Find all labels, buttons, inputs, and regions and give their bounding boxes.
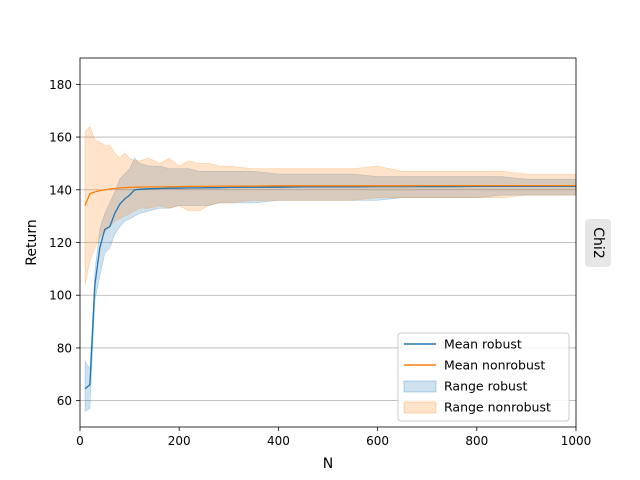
x-tick-label: 800 [465,434,488,448]
y-tick-label: 100 [49,289,72,303]
x-tick-label: 400 [267,434,290,448]
grid-lines [80,83,576,402]
facet-strip: Chi2 [585,219,611,267]
legend-band-swatch [403,380,437,393]
legend-band-swatch [403,401,437,414]
legend: Mean robust Mean nonrobust Range robust Ran… [397,332,570,422]
y-tick-label: 180 [49,78,72,92]
mean-nonrobust-line [84,184,576,206]
legend-label: Mean nonrobust [444,358,545,373]
legend-label: Mean robust [444,337,522,352]
facet-strip-label: Chi2 [590,227,606,258]
legend-label: Range nonrobust [444,400,551,415]
y-tick-label: 120 [49,236,72,250]
facet-strip-background [585,219,611,267]
x-axis-label: N [323,456,333,472]
y-axis-label: Return [24,219,40,265]
legend-box [397,332,570,422]
x-tick-label: 200 [168,434,191,448]
y-tick-label: 160 [49,131,72,145]
legend-label: Range robust [444,379,527,394]
mean-lines [84,184,576,390]
axis-ticks: 0 200 400 600 800 1000 60 80 100 120 140 160 180 [49,78,591,448]
x-tick-label: 0 [76,434,84,448]
x-tick-label: 1000 [561,434,592,448]
x-tick-label: 600 [366,434,389,448]
mean-robust-line [84,185,576,390]
y-tick-label: 60 [57,394,72,408]
legend-items: Mean robust Mean nonrobust Range robust Ran… [403,337,551,415]
y-tick-label: 140 [49,183,72,197]
y-tick-label: 80 [57,341,72,355]
